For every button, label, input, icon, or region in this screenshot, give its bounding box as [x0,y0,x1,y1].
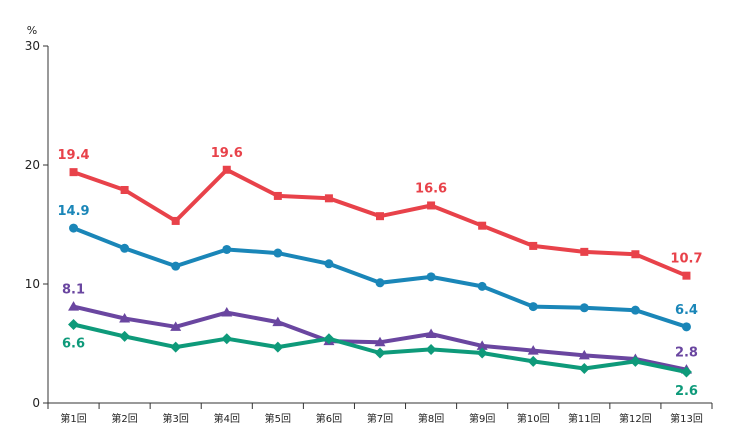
series-line [71,226,689,329]
data-point-diamond [476,347,488,359]
data-point-square [427,201,436,210]
data-point-triangle [578,349,590,360]
data-label: 6.4 [675,303,698,318]
data-point-square [580,247,589,256]
data-point-circle [324,259,334,269]
data-label: 14.9 [57,204,89,219]
series-4 [68,318,692,378]
x-tick-label: 第2回 [111,412,137,425]
data-label: 16.6 [415,181,447,196]
data-point-diamond [629,355,641,367]
x-tick-label: 第12回 [619,412,652,425]
series-line [71,167,689,278]
data-point-circle [222,244,232,254]
data-point-diamond [119,330,131,342]
chart-series-layer [68,165,692,378]
data-point-circle [69,223,79,233]
data-point-square [631,250,640,259]
data-point-diamond [680,366,692,378]
data-point-diamond [170,341,182,353]
x-tick-label: 第13回 [670,412,703,425]
x-tick-label: 第7回 [367,412,393,425]
data-point-triangle [374,336,386,347]
series-3 [68,301,692,374]
x-tick-label: 第1回 [60,412,86,425]
data-point-triangle [221,307,233,317]
data-point-triangle [527,345,539,355]
data-point-circle [681,322,691,332]
data-point-square [529,241,538,250]
data-point-diamond [323,333,335,345]
data-point-triangle [119,313,131,323]
data-point-square [682,271,691,280]
data-point-square [120,185,129,194]
data-point-circle [375,278,385,288]
data-point-diamond [578,362,590,374]
x-tick-label: 第10回 [517,412,550,425]
data-point-diamond [374,347,386,359]
data-point-square [324,194,333,203]
data-label: 2.8 [675,346,698,361]
y-unit-label: % [27,24,37,37]
data-point-square [478,221,487,230]
y-tick-label: 30 [25,39,40,53]
data-point-diamond [68,318,80,330]
data-label: 19.6 [211,146,243,161]
data-point-circle [477,281,487,291]
data-point-circle [171,261,181,271]
data-point-square [273,191,282,200]
data-point-circle [579,303,589,313]
data-label: 8.1 [62,283,85,298]
data-point-circle [528,302,538,312]
x-tick-label: 第3回 [163,412,189,425]
x-tick-label: 第5回 [265,412,291,425]
data-point-square [171,216,180,225]
data-point-square [69,168,78,177]
data-point-diamond [425,343,437,355]
series-2 [69,223,691,332]
x-tick-label: 第8回 [418,412,444,425]
y-tick-label: 20 [25,158,40,172]
y-tick-label: 10 [25,277,40,291]
x-tick-label: 第4回 [214,412,240,425]
data-point-triangle [272,316,284,327]
chart-axes: 0 10 20 30% 第1回 第2回 第3回 第4回 第5回 第6回 第7回 第8回 第9回 第10回 第… [25,24,713,425]
data-point-circle [120,243,130,253]
data-point-circle [273,248,283,258]
y-tick-label: 0 [32,396,40,410]
data-label: 10.7 [670,252,702,267]
data-point-circle [426,272,436,282]
data-point-triangle [170,321,182,331]
data-point-triangle [68,301,80,311]
data-label: 19.4 [57,148,89,163]
data-label: 6.6 [62,336,85,351]
x-tick-label: 第11回 [568,412,601,425]
x-tick-label: 第6回 [316,412,342,425]
data-point-triangle [425,328,437,338]
chart-data-labels: 19.4 19.6 16.6 10.7 14.9 6.4 8.1 2.8 6.6 2.6 [57,146,702,399]
data-point-diamond [272,341,284,353]
data-point-triangle [476,340,488,350]
series-1 [69,165,691,280]
data-point-square [376,212,384,221]
data-point-circle [630,305,640,315]
x-tick-label: 第9回 [469,412,495,425]
data-point-square [222,165,231,174]
data-label: 2.6 [675,384,698,399]
data-point-diamond [527,355,539,367]
data-point-diamond [221,333,233,345]
